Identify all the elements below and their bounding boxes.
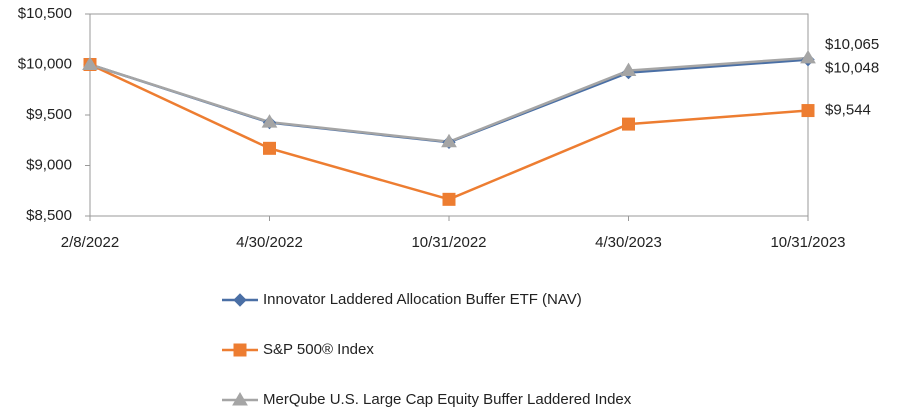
data-point [622, 117, 635, 131]
data-point [620, 62, 637, 77]
data-label: $9,544 [825, 102, 871, 119]
data-point [441, 133, 457, 148]
data-point [800, 49, 816, 64]
y-tick-label: $10,000 [18, 55, 72, 72]
data-point [261, 114, 278, 128]
y-tick-label: $9,500 [26, 106, 72, 123]
y-tick-label: $10,500 [18, 5, 72, 22]
legend-marker [233, 293, 247, 307]
series-line [89, 56, 809, 144]
series-line [89, 63, 809, 201]
data-point [263, 141, 276, 155]
x-tick-label: 10/31/2023 [770, 234, 845, 251]
data-label: $10,065 [825, 36, 879, 53]
data-point [801, 104, 815, 118]
legend-label: MerQube U.S. Large Cap Equity Buffer Lad… [263, 391, 632, 408]
data-point [82, 56, 98, 70]
y-tick-label: $8,500 [26, 207, 72, 224]
x-tick-label: 2/8/2022 [61, 234, 119, 251]
legend-label: S&P 500® Index [263, 341, 374, 358]
legend-marker [233, 343, 247, 357]
legend-marker [232, 392, 248, 406]
series-line [89, 58, 809, 144]
x-tick-label: 4/30/2022 [236, 234, 303, 251]
y-tick-label: $9,000 [26, 156, 72, 173]
x-tick-label: 10/31/2022 [411, 234, 486, 251]
x-tick-label: 4/30/2023 [595, 234, 662, 251]
legend-label: Innovator Laddered Allocation Buffer ETF… [263, 291, 582, 308]
data-point [442, 192, 456, 206]
data-label: $10,048 [825, 60, 879, 77]
